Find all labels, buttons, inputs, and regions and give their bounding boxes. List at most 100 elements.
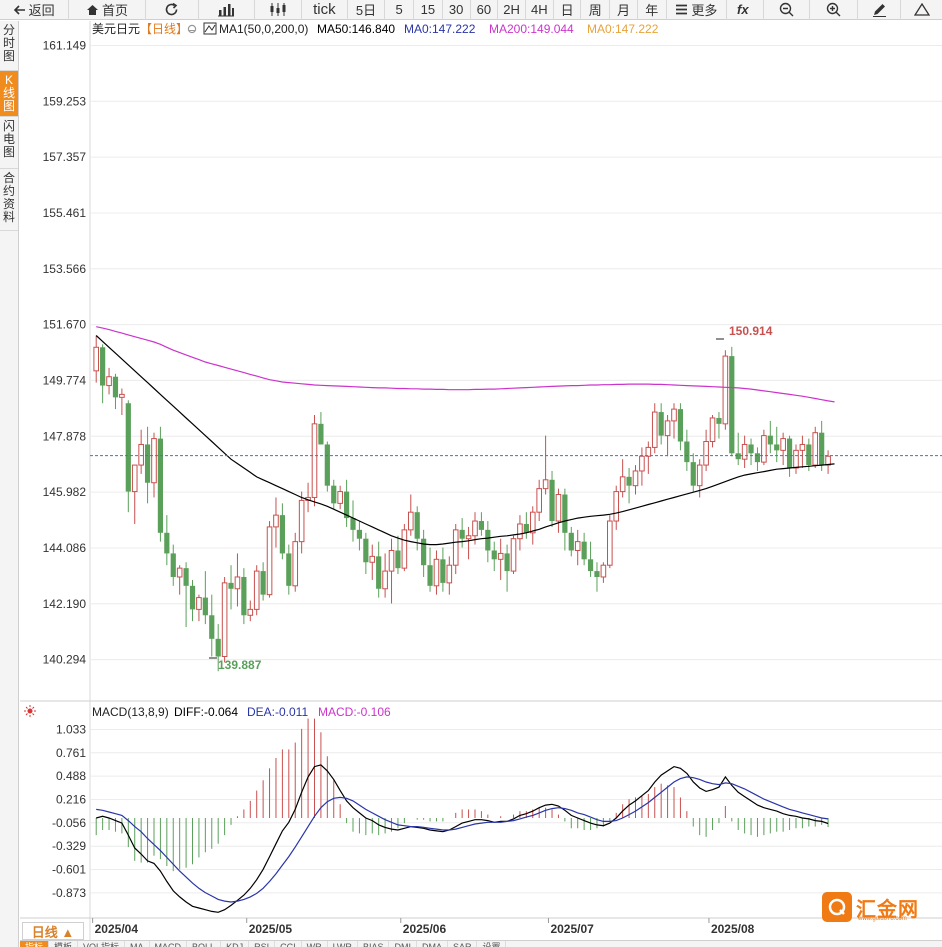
main-y-ticks: 161.149 159.253 157.357 155.461 153.566 151.6… bbox=[43, 38, 87, 666]
period-year[interactable]: 年 bbox=[638, 0, 667, 20]
period-60m[interactable]: 60 bbox=[471, 0, 499, 20]
home-label: 首页 bbox=[101, 3, 128, 18]
indicator-tab[interactable]: DMA bbox=[417, 941, 448, 947]
tab-k-line[interactable]: K线图 bbox=[0, 71, 18, 117]
y-tick-label: 157.357 bbox=[43, 150, 87, 164]
indicator-tab[interactable]: KDJ bbox=[221, 941, 250, 947]
tick-button[interactable]: tick bbox=[302, 0, 348, 20]
candle-body bbox=[376, 556, 382, 589]
indicator-tab[interactable]: MA bbox=[125, 941, 150, 947]
back-button[interactable]: 返回 bbox=[0, 0, 70, 20]
candle-body bbox=[170, 553, 176, 577]
sun-settings-icon[interactable] bbox=[24, 705, 36, 717]
zoom-in-button[interactable] bbox=[810, 0, 858, 20]
candle-body bbox=[382, 570, 388, 590]
legend-period: 【日线】 bbox=[140, 22, 188, 36]
candle-body bbox=[215, 638, 221, 657]
more-button[interactable]: 更多 bbox=[667, 0, 728, 20]
indicator-tab[interactable]: CCI bbox=[275, 941, 302, 947]
zoom-in-icon bbox=[826, 2, 841, 17]
refresh-button[interactable] bbox=[146, 0, 200, 20]
period-5m[interactable]: 5 bbox=[385, 0, 415, 20]
candle-body bbox=[741, 443, 748, 460]
candle-body bbox=[260, 571, 266, 595]
indicator-tab[interactable]: DMI bbox=[389, 941, 417, 947]
period-dropdown[interactable]: 日线 ▲ bbox=[22, 922, 84, 940]
draw-button[interactable] bbox=[858, 0, 902, 20]
tab-flash-chart[interactable]: 闪电图 bbox=[0, 117, 18, 169]
macd-legend-name: MACD(13,8,9) bbox=[92, 705, 169, 719]
period-day[interactable]: 日 bbox=[554, 0, 582, 20]
y-tick-label: 153.566 bbox=[43, 262, 87, 276]
period-month[interactable]: 月 bbox=[610, 0, 638, 20]
period-30m[interactable]: 30 bbox=[443, 0, 471, 20]
candle-body bbox=[716, 417, 722, 424]
zoom-out-button[interactable] bbox=[764, 0, 811, 20]
candle-body bbox=[587, 559, 594, 572]
candle-body bbox=[793, 449, 799, 469]
candle-body bbox=[196, 597, 202, 610]
tab-contract-info[interactable]: 合约资料 bbox=[0, 169, 18, 231]
candle-body bbox=[266, 526, 273, 596]
candle-body bbox=[594, 571, 600, 577]
candle-body bbox=[600, 564, 607, 578]
settings-gear-icon[interactable] bbox=[187, 24, 197, 34]
macd-y-tick-label: -0.873 bbox=[52, 886, 86, 900]
logo-site: www.gold678.com bbox=[858, 916, 907, 922]
candle-body bbox=[690, 462, 696, 486]
candle-body bbox=[819, 432, 825, 466]
indicator-tab[interactable]: MACD bbox=[150, 941, 188, 947]
indicator-tab[interactable]: 设置 bbox=[477, 941, 507, 947]
legend-ma-name: MA1(50,0,200,0) bbox=[219, 22, 308, 36]
indicator-tab[interactable]: BIAS bbox=[358, 941, 390, 947]
tab-time-chart[interactable]: 分时图 bbox=[0, 21, 18, 71]
candle-body bbox=[318, 423, 324, 445]
macd-grid bbox=[90, 728, 942, 894]
macd-y-tick-label: 0.216 bbox=[56, 792, 86, 806]
candle-body bbox=[311, 423, 318, 498]
period-5d[interactable]: 5日 bbox=[348, 0, 386, 20]
side-tabs: 分时图 K线图 闪电图 合约资料 bbox=[0, 21, 19, 947]
period-week[interactable]: 周 bbox=[581, 0, 611, 20]
pen-icon bbox=[872, 2, 887, 17]
candle-body bbox=[485, 529, 491, 551]
indicator-tab[interactable]: 模板 bbox=[49, 941, 79, 947]
chart-type-button[interactable] bbox=[199, 0, 255, 20]
period-2h[interactable]: 2H bbox=[498, 0, 526, 20]
svg-text:fx: fx bbox=[737, 2, 749, 17]
candle-body bbox=[356, 529, 363, 539]
indicator-tab[interactable]: BOLL bbox=[187, 941, 222, 947]
indicator-tab[interactable]: LWR bbox=[328, 941, 358, 947]
candle-body bbox=[529, 511, 536, 534]
period-4h[interactable]: 4H bbox=[526, 0, 554, 20]
candle-body bbox=[729, 356, 735, 454]
period-15m[interactable]: 15 bbox=[414, 0, 443, 20]
macd-y-tick-label: 1.033 bbox=[56, 722, 86, 736]
menu-icon bbox=[675, 4, 688, 15]
indicator-tab[interactable]: VOL指标 bbox=[78, 941, 126, 947]
formula-button[interactable]: fx bbox=[727, 0, 764, 20]
candle-body bbox=[119, 393, 125, 398]
candle-body bbox=[279, 515, 285, 554]
indicator-tab[interactable]: 指标 bbox=[20, 941, 50, 947]
home-button[interactable]: 首页 bbox=[69, 0, 146, 20]
candle-body bbox=[241, 576, 247, 616]
candle-body bbox=[748, 444, 754, 454]
refresh-icon bbox=[164, 2, 179, 17]
candle-style-button[interactable] bbox=[255, 0, 303, 20]
indicator-tab[interactable]: WR bbox=[302, 941, 328, 947]
candle-body bbox=[523, 523, 529, 533]
candle-body bbox=[189, 585, 196, 610]
candle-body bbox=[774, 444, 780, 451]
indicator-tab[interactable]: RSI bbox=[249, 941, 276, 947]
indicator-box-icon[interactable] bbox=[203, 22, 217, 35]
indicator-tab[interactable]: SAR bbox=[448, 941, 478, 947]
collapse-button[interactable] bbox=[901, 0, 942, 20]
candle-body bbox=[568, 532, 574, 551]
candle-body bbox=[234, 576, 241, 590]
x-tick-label: 2025/04 bbox=[95, 922, 139, 936]
x-tick-label: 2025/08 bbox=[711, 922, 755, 936]
candle-body bbox=[363, 538, 369, 563]
chart-svg[interactable]: 161.149 159.253 157.357 155.461 153.566 151.6… bbox=[20, 21, 942, 947]
macd-legend-diff: DIFF:-0.064 bbox=[174, 705, 238, 719]
